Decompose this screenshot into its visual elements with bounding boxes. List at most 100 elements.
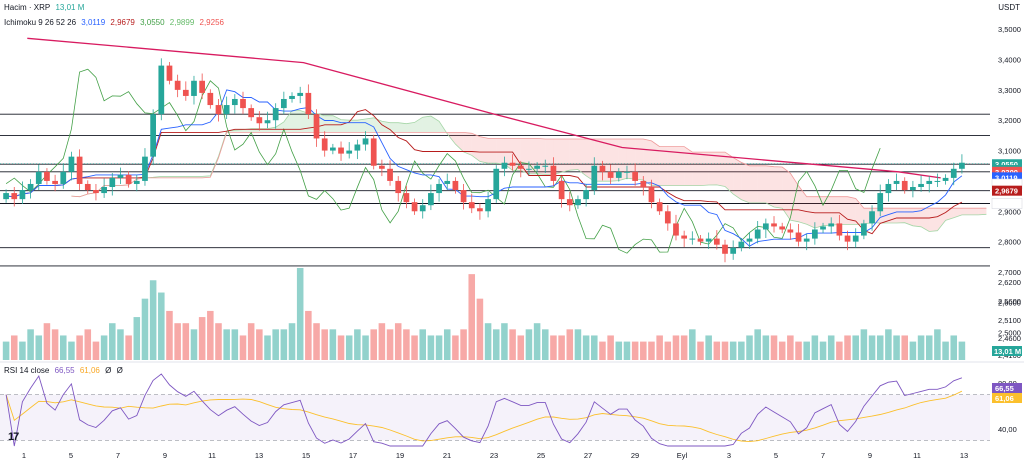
volume-bar bbox=[550, 335, 557, 360]
volume-bar bbox=[705, 335, 712, 360]
candle-body bbox=[362, 138, 369, 145]
volume-bar bbox=[158, 292, 165, 360]
volume-bar bbox=[403, 329, 410, 360]
ichimoku-cloud-segment bbox=[528, 138, 538, 174]
volume-bar bbox=[689, 329, 696, 360]
price-tick-label: 3,2000 bbox=[998, 116, 1021, 125]
ichimoku-cloud-segment bbox=[373, 117, 382, 133]
ichimoku-cloud-segment bbox=[643, 139, 652, 186]
volume-bar bbox=[207, 310, 214, 360]
candle-body bbox=[501, 162, 508, 169]
ichimoku-cloud-segment bbox=[537, 138, 546, 175]
candle-body bbox=[640, 180, 647, 187]
price-pane bbox=[0, 37, 990, 267]
volume-bar bbox=[811, 335, 819, 360]
candle-body bbox=[517, 165, 524, 169]
ichimoku-cloud-segment bbox=[692, 152, 701, 186]
candle-body bbox=[599, 165, 606, 172]
candle-body bbox=[174, 80, 181, 90]
price-axis: 3,50003,40003,30003,20003,10003,00002,90… bbox=[991, 25, 1023, 360]
candle-body bbox=[893, 180, 900, 184]
candle-body bbox=[93, 190, 99, 194]
ichimoku-cloud-segment bbox=[553, 139, 562, 175]
volume-bar bbox=[958, 341, 966, 360]
candle-body bbox=[166, 65, 173, 81]
volume-bar bbox=[84, 329, 92, 360]
ichimoku-cloud-segment bbox=[512, 138, 521, 171]
volume-tag-label: 13,01 M bbox=[994, 347, 1021, 356]
candle-body bbox=[656, 202, 663, 212]
candle-body bbox=[370, 138, 377, 166]
candle-body bbox=[19, 190, 26, 200]
volume-bar bbox=[640, 341, 647, 360]
ichimoku-cloud-segment bbox=[349, 120, 358, 133]
ichimoku-cloud-segment bbox=[422, 116, 431, 133]
volume-bar bbox=[370, 329, 377, 360]
volume-bar bbox=[19, 341, 26, 360]
ichimoku-cloud-segment bbox=[888, 208, 897, 223]
currency-label[interactable]: USDT bbox=[998, 3, 1020, 12]
candle-body bbox=[836, 223, 843, 236]
rsi-tag-box bbox=[992, 383, 1022, 393]
tradingview-logo-icon[interactable]: 17 bbox=[8, 431, 19, 443]
ichimoku-cloud-segment bbox=[790, 173, 799, 222]
candle-body bbox=[280, 98, 287, 109]
ichimoku-cloud-segment bbox=[896, 208, 905, 223]
ichimoku-cloud-segment bbox=[733, 157, 742, 200]
ichimoku-cloud-segment bbox=[725, 152, 734, 195]
ichimoku-cloud-segment bbox=[782, 166, 791, 221]
candle-body bbox=[526, 168, 532, 170]
candle-body bbox=[812, 229, 818, 239]
candle-body bbox=[795, 232, 802, 242]
candle-body bbox=[844, 235, 851, 242]
volume-bar bbox=[443, 329, 451, 360]
candle-body bbox=[583, 190, 589, 200]
candle-body bbox=[223, 105, 230, 115]
volume-bar bbox=[827, 335, 835, 360]
candle-body bbox=[231, 98, 238, 106]
ichimoku-cloud-segment bbox=[741, 162, 750, 203]
candle-body bbox=[158, 65, 165, 115]
candle-body bbox=[68, 156, 75, 172]
volume-bar bbox=[517, 335, 525, 360]
volume-bar bbox=[901, 335, 908, 360]
rsi-legend: RSI 14 close 66,55 61,06 Ø Ø bbox=[4, 366, 126, 375]
candle-body bbox=[477, 208, 483, 212]
ichimoku-cloud-segment bbox=[414, 117, 423, 133]
volume-bar bbox=[656, 335, 663, 360]
candle-body bbox=[828, 223, 835, 227]
price-tick-label: 2,6000 bbox=[998, 298, 1021, 307]
date-tick-label: 15 bbox=[302, 451, 310, 460]
volume-bar bbox=[51, 329, 59, 360]
volume-bar bbox=[198, 317, 206, 360]
volume-bar bbox=[868, 335, 876, 360]
volume-bar bbox=[100, 335, 108, 360]
price-tick-label: 2,5600 bbox=[998, 297, 1021, 306]
candle-body bbox=[910, 187, 916, 191]
candle-body bbox=[338, 147, 344, 154]
date-tick-label: 13 bbox=[255, 451, 263, 460]
candle-body bbox=[926, 180, 933, 184]
ichimoku-span-a-value: 2,9899 bbox=[169, 18, 195, 27]
volume-bar bbox=[754, 329, 761, 360]
date-tick-label: Eyl bbox=[677, 451, 688, 460]
ichimoku-cloud-segment bbox=[479, 136, 489, 164]
date-tick-label: 19 bbox=[396, 451, 404, 460]
date-tick-label: 7 bbox=[116, 451, 120, 460]
ichimoku-cloud-segment bbox=[520, 138, 529, 174]
candle-body bbox=[762, 223, 769, 230]
volume-bar bbox=[950, 335, 958, 360]
volume-bar bbox=[256, 329, 263, 360]
ichimoku-kijun-line bbox=[6, 109, 963, 235]
volume-bar bbox=[76, 335, 83, 360]
date-tick-label: 13 bbox=[960, 451, 968, 460]
volume-bar bbox=[337, 335, 345, 360]
candle-body bbox=[959, 162, 965, 169]
price-tick-label: 3,1000 bbox=[998, 147, 1021, 156]
ichimoku-cloud-segment bbox=[912, 208, 922, 227]
ichimoku-cloud-segment bbox=[798, 185, 807, 225]
volume-bar bbox=[354, 329, 361, 360]
volume-bar bbox=[885, 329, 892, 360]
volume-bar bbox=[509, 329, 516, 360]
